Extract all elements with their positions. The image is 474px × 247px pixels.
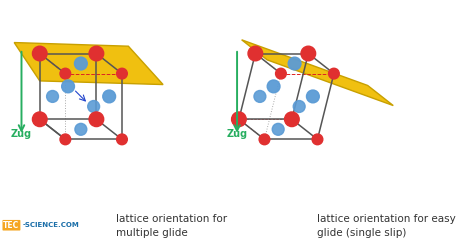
- Circle shape: [74, 57, 87, 70]
- Circle shape: [272, 124, 284, 135]
- Circle shape: [75, 124, 87, 135]
- Text: lattice orientation for easy
glide (single slip): lattice orientation for easy glide (sing…: [317, 214, 456, 238]
- Circle shape: [89, 46, 104, 61]
- Circle shape: [301, 46, 316, 61]
- Circle shape: [89, 112, 104, 126]
- Circle shape: [254, 90, 266, 102]
- Circle shape: [103, 90, 116, 103]
- Text: Zug: Zug: [11, 129, 32, 139]
- Circle shape: [267, 80, 280, 93]
- Polygon shape: [14, 42, 163, 84]
- Text: -SCIENCE.COM: -SCIENCE.COM: [22, 222, 79, 228]
- Circle shape: [328, 68, 339, 79]
- Circle shape: [284, 112, 299, 126]
- FancyBboxPatch shape: [2, 220, 20, 230]
- Circle shape: [307, 90, 319, 103]
- Circle shape: [275, 68, 286, 79]
- Circle shape: [293, 101, 305, 112]
- Text: Zug: Zug: [227, 129, 247, 139]
- Circle shape: [32, 46, 47, 61]
- Circle shape: [232, 112, 246, 126]
- Circle shape: [32, 112, 47, 126]
- Circle shape: [259, 134, 270, 145]
- Polygon shape: [242, 40, 393, 105]
- Circle shape: [88, 101, 100, 112]
- Text: TEC: TEC: [3, 221, 19, 230]
- Circle shape: [46, 90, 58, 102]
- Circle shape: [288, 57, 301, 70]
- Circle shape: [117, 134, 128, 145]
- Circle shape: [312, 134, 323, 145]
- Circle shape: [248, 46, 263, 61]
- Circle shape: [62, 80, 74, 93]
- Circle shape: [60, 68, 71, 79]
- Circle shape: [60, 134, 71, 145]
- Circle shape: [117, 68, 128, 79]
- Text: lattice orientation for
multiple glide: lattice orientation for multiple glide: [117, 214, 228, 238]
